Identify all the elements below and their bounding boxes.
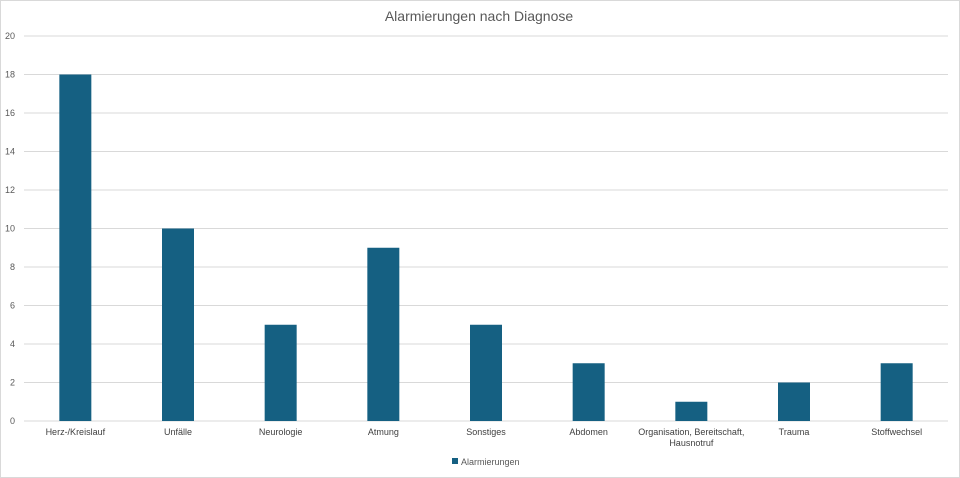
x-tick-label: Abdomen bbox=[569, 427, 608, 437]
bar bbox=[675, 401, 708, 421]
legend: Alarmierungen bbox=[452, 457, 520, 467]
y-tick-label: 20 bbox=[5, 31, 15, 41]
bar bbox=[572, 363, 605, 421]
x-tick-label: Sonstiges bbox=[466, 427, 506, 437]
bar bbox=[470, 324, 502, 421]
y-tick-label: 14 bbox=[5, 147, 15, 157]
y-tick-label: 16 bbox=[5, 108, 15, 118]
x-tick-label: Stoffwechsel bbox=[871, 427, 922, 437]
x-tick-label: Atmung bbox=[368, 427, 399, 437]
bar bbox=[880, 363, 913, 421]
chart-title: Alarmierungen nach Diagnose bbox=[385, 8, 574, 24]
y-tick-label: 2 bbox=[10, 378, 15, 388]
bars bbox=[59, 74, 913, 421]
y-tick-label: 12 bbox=[5, 185, 15, 195]
y-tick-label: 10 bbox=[5, 224, 15, 234]
bar bbox=[778, 382, 810, 421]
x-axis-labels: Herz-/Kreislauf Unfälle Neurologie Atmung So… bbox=[46, 427, 923, 448]
x-tick-label: Herz-/Kreislauf bbox=[46, 427, 106, 437]
y-axis-ticks: 0 2 4 6 8 10 12 14 16 18 20 bbox=[5, 31, 15, 426]
y-tick-label: 8 bbox=[10, 262, 15, 272]
legend-swatch bbox=[452, 458, 458, 464]
x-tick-label: Organisation, Bereitschaft, bbox=[638, 427, 744, 437]
y-tick-label: 4 bbox=[10, 339, 15, 349]
x-tick-label: Trauma bbox=[779, 427, 810, 437]
bar bbox=[59, 74, 92, 421]
bar bbox=[162, 228, 194, 421]
x-tick-label: Neurologie bbox=[259, 427, 303, 437]
y-tick-label: 18 bbox=[5, 70, 15, 80]
x-tick-label: Hausnotruf bbox=[669, 438, 714, 448]
x-tick-label: Unfälle bbox=[164, 427, 192, 437]
legend-label: Alarmierungen bbox=[461, 457, 520, 467]
y-tick-label: 0 bbox=[10, 416, 15, 426]
y-tick-label: 6 bbox=[10, 301, 15, 311]
bar bbox=[367, 247, 400, 421]
bar bbox=[264, 324, 297, 421]
